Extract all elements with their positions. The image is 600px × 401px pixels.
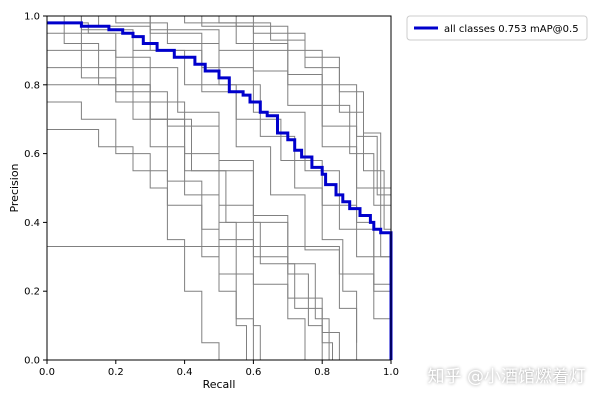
background-curves: [47, 16, 391, 360]
class-curve-11: [47, 129, 247, 360]
class-curve-15: [47, 246, 391, 343]
x-tick-label: 1.0: [383, 367, 399, 378]
watermark: 知乎 @小酒馆燃着灯: [427, 367, 586, 387]
class-curve-19: [47, 84, 323, 360]
x-tick-label: 0.6: [245, 367, 261, 378]
x-axis-label: Recall: [203, 378, 236, 391]
class-curve-20: [47, 16, 391, 240]
y-tick-label: 0.6: [24, 149, 40, 160]
x-tick-label: 0.8: [314, 367, 330, 378]
plot-frame: [46, 15, 392, 361]
legend: all classes 0.753 mAP@0.5: [406, 15, 588, 41]
plot-area: [46, 15, 393, 361]
x-tick-label: 0.0: [39, 367, 55, 378]
main-curves: [47, 21, 393, 360]
class-curve-16: [47, 16, 391, 223]
all-classes-curve: [47, 21, 393, 360]
class-curve-7: [47, 49, 306, 360]
x-axis-ticks: 0.0 0.2 0.4 0.6 0.8 1.0: [39, 360, 399, 378]
class-curve-10: [47, 16, 358, 343]
class-curve-17: [47, 67, 333, 360]
y-axis-label: Precision: [8, 163, 21, 212]
x-tick-label: 0.4: [177, 367, 193, 378]
x-tick-label: 0.2: [108, 367, 124, 378]
legend-entry-all-classes: all classes 0.753 mAP@0.5: [444, 24, 579, 35]
y-tick-label: 0.8: [24, 80, 40, 91]
y-tick-label: 1.0: [24, 12, 40, 23]
y-tick-label: 0.4: [24, 218, 40, 229]
y-tick-label: 0.2: [24, 287, 40, 298]
class-curve-4: [47, 16, 391, 292]
y-axis-ticks: 0.0 0.2 0.4 0.6 0.8 1.0: [24, 12, 47, 367]
y-tick-label: 0.0: [24, 356, 40, 367]
class-curve-8: [47, 16, 391, 257]
legend-frame: [406, 15, 588, 41]
